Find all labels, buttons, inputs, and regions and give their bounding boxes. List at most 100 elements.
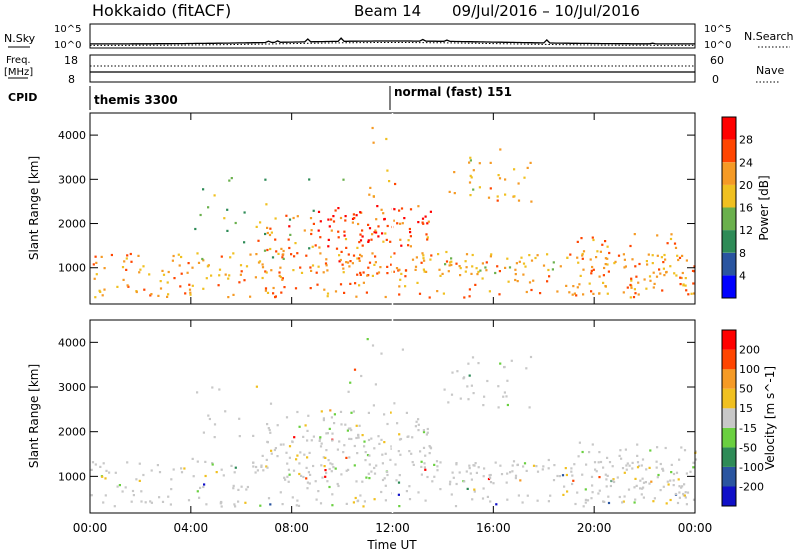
heatmap-cell: [492, 482, 495, 485]
heatmap-cell: [400, 244, 403, 247]
heatmap-cell: [657, 473, 660, 477]
heatmap-cell: [367, 438, 371, 442]
heatmap-cell: [346, 429, 349, 432]
heatmap-cell: [311, 245, 314, 248]
heatmap-cell: [423, 270, 426, 273]
heatmap-cell: [536, 470, 540, 473]
heatmap-cell: [172, 468, 175, 471]
heatmap-cell: [196, 460, 199, 463]
heatmap-cell: [166, 295, 169, 298]
heatmap-cell: [311, 264, 315, 267]
heatmap-cell: [386, 224, 389, 228]
heatmap-cell: [376, 205, 379, 208]
heatmap-cell: [590, 269, 593, 272]
heatmap-cell: [516, 280, 519, 283]
heatmap-cell: [577, 455, 580, 458]
heatmap-cell: [475, 471, 478, 474]
heatmap-cell: [682, 283, 685, 286]
heatmap-cell: [280, 291, 283, 294]
heatmap-cell: [312, 209, 315, 212]
heatmap-cell: [481, 497, 485, 500]
heatmap-cell: [641, 477, 644, 480]
heatmap-cell: [374, 255, 377, 258]
heatmap-cell: [415, 420, 418, 423]
velocity-panel: 1000 2000 3000 4000 Slant Range [km] 200 100…: [27, 319, 777, 514]
heatmap-cell: [99, 290, 102, 293]
colorbar-segment: [722, 408, 736, 428]
heatmap-cell: [529, 355, 533, 359]
heatmap-cell: [390, 263, 393, 266]
heatmap-cell: [398, 209, 401, 212]
heatmap-cell: [371, 126, 374, 130]
heatmap-cell: [368, 227, 372, 230]
heatmap-cell: [450, 260, 453, 263]
heatmap-cell: [335, 247, 339, 250]
heatmap-cell: [455, 462, 458, 465]
heatmap-cell: [338, 440, 341, 443]
heatmap-cell: [420, 261, 423, 264]
heatmap-cell: [689, 470, 692, 473]
heatmap-cell: [459, 267, 462, 270]
heatmap-cell: [281, 503, 284, 506]
heatmap-cell: [630, 279, 633, 282]
heatmap-cell: [100, 255, 103, 258]
heatmap-cell: [692, 498, 696, 501]
heatmap-cell: [525, 469, 528, 472]
heatmap-cell: [517, 199, 521, 202]
heatmap-cell: [451, 471, 454, 474]
heatmap-cell: [270, 231, 273, 234]
heatmap-cell: [578, 283, 581, 286]
heatmap-cell: [167, 495, 170, 498]
heatmap-cell: [687, 293, 690, 296]
colorbar-tick-label: 12: [739, 224, 753, 237]
heatmap-cell: [692, 282, 695, 285]
heatmap-cell: [684, 496, 687, 499]
heatmap-cell: [306, 439, 309, 442]
heatmap-cell: [443, 388, 446, 391]
colorbar-tick-label: -100: [739, 461, 764, 474]
heatmap-cell: [685, 289, 688, 292]
heatmap-cell: [629, 244, 632, 248]
heatmap-cell: [605, 485, 608, 488]
heatmap-cell: [359, 273, 362, 276]
heatmap-cell: [670, 471, 673, 474]
heatmap-cell: [497, 174, 500, 177]
heatmap-cell: [342, 267, 345, 270]
heatmap-cell: [245, 488, 248, 491]
heatmap-cell: [465, 470, 468, 473]
xtick-label: 16:00: [476, 521, 511, 535]
heatmap-cell: [256, 469, 259, 472]
heatmap-cell: [269, 402, 273, 405]
colorbar-tick-label: 16: [739, 202, 753, 215]
heatmap-cell: [606, 292, 609, 295]
heatmap-cell: [308, 247, 311, 250]
heatmap-cell: [232, 252, 235, 255]
heatmap-cell: [334, 290, 338, 293]
heatmap-cell: [243, 241, 246, 244]
heatmap-cell: [629, 296, 632, 299]
heatmap-cell: [514, 278, 517, 282]
heatmap-cell: [653, 282, 656, 285]
heatmap-cell: [684, 284, 687, 287]
heatmap-cell: [556, 474, 559, 478]
heatmap-cell: [652, 500, 655, 503]
heatmap-cell: [377, 271, 381, 274]
heatmap-cell: [572, 479, 575, 482]
heatmap-cell: [658, 268, 661, 271]
heatmap-cell: [464, 270, 467, 273]
heatmap-cell: [138, 462, 141, 465]
heatmap-cell: [526, 494, 529, 497]
heatmap-cell: [383, 441, 386, 444]
heatmap-cell: [467, 398, 470, 401]
heatmap-cell: [279, 491, 282, 494]
heatmap-cell: [556, 290, 559, 293]
nsearch-label: N.Search: [744, 30, 794, 43]
power-colorbar: 4 8 12 16 20 24 28: [721, 116, 753, 299]
heatmap-cell: [345, 246, 348, 249]
heatmap-cell: [506, 472, 509, 475]
heatmap-cell: [228, 274, 231, 277]
heatmap-cell: [365, 476, 368, 479]
heatmap-cell: [426, 236, 429, 239]
heatmap-cell: [226, 229, 229, 232]
heatmap-cell: [149, 500, 152, 503]
